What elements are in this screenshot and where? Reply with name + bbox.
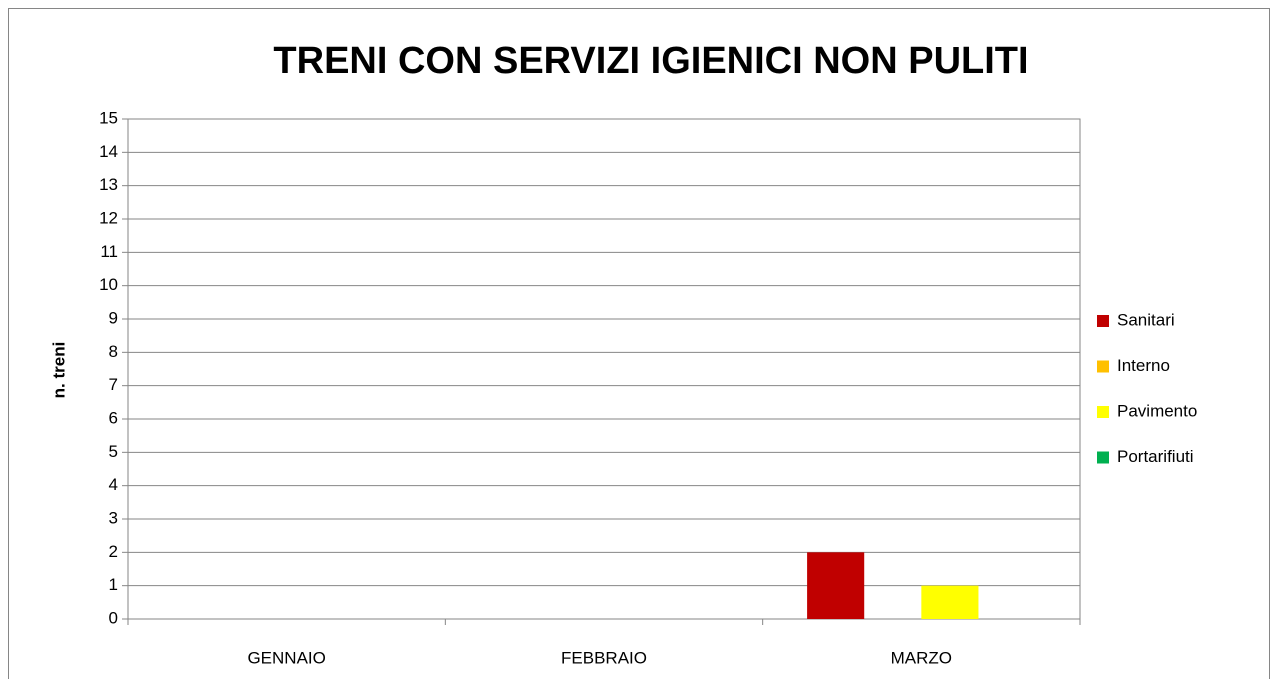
y-tick-label: 13 [99,175,118,194]
y-tick-label: 1 [109,575,118,594]
bar [807,552,865,619]
chart-border [8,8,1270,679]
legend-label: Pavimento [1117,401,1197,420]
y-tick-label: 14 [99,142,118,161]
x-tick-label: MARZO [891,648,952,667]
x-tick-label: FEBBRAIO [561,648,647,667]
legend-swatch [1097,451,1109,464]
y-tick-label: 0 [109,608,118,627]
y-tick-label: 7 [109,375,118,394]
y-tick-label: 12 [99,208,118,227]
y-tick-label: 5 [109,442,118,461]
y-tick-label: 4 [109,475,118,494]
y-tick-label: 8 [109,342,118,361]
x-tick-label: GENNAIO [247,648,325,667]
chart-title: TRENI CON SERVIZI IGIENICI NON PULITI [273,40,1028,82]
bar [921,585,979,619]
y-axis-label: n. treni [49,342,68,399]
legend-swatch [1097,406,1109,418]
y-tick-label: 6 [109,408,118,427]
legend-swatch [1097,315,1109,327]
legend-label: Portarifiuti [1117,447,1194,466]
y-tick-label: 3 [109,508,118,527]
y-tick-label: 11 [100,242,118,261]
legend-swatch [1097,360,1109,373]
legend-label: Sanitari [1117,310,1175,329]
legend-label: Interno [1117,356,1170,375]
y-tick-label: 9 [109,308,118,327]
y-tick-label: 15 [99,108,118,127]
y-tick-label: 2 [109,542,118,561]
y-tick-label: 10 [99,275,118,294]
